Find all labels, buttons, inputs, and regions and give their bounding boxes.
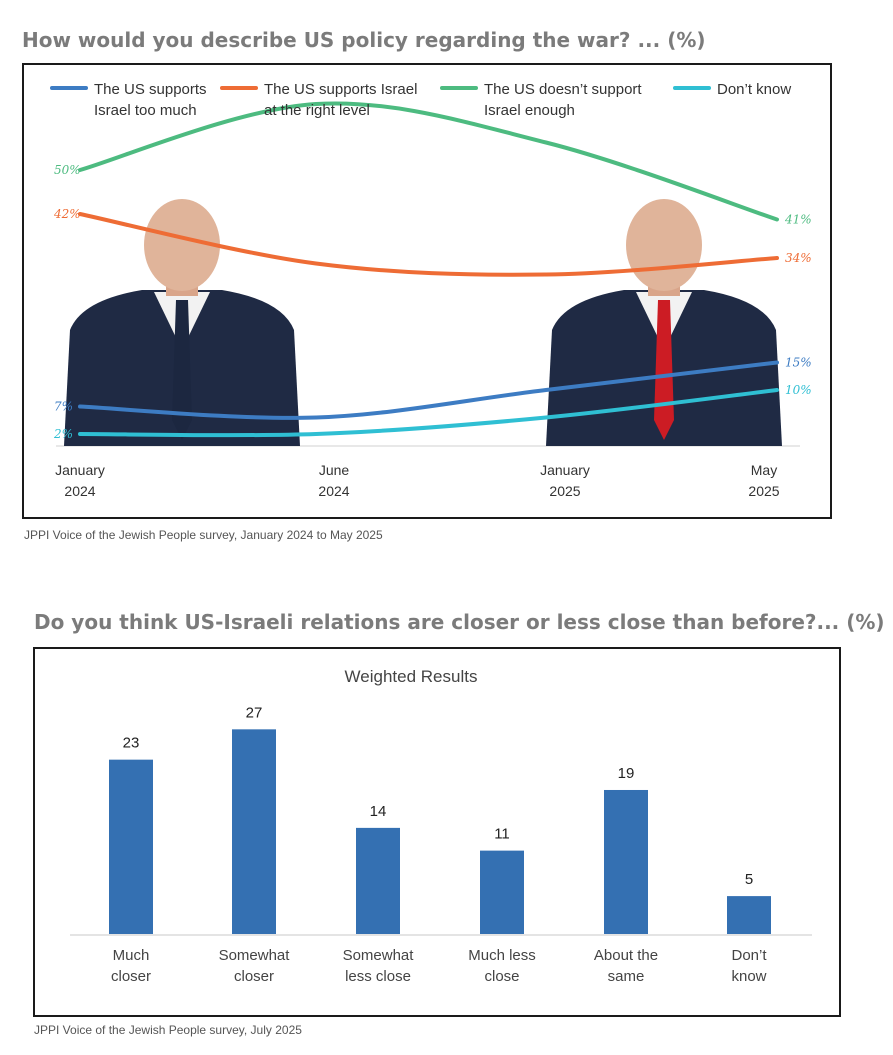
data-point-the-us-supports-israel-too-much-3 bbox=[775, 361, 779, 364]
category-label-2-1: less close bbox=[345, 968, 411, 985]
legend-label-don-t-know-0: Don’t know bbox=[717, 81, 791, 98]
start-label-the-us-supports-israel-too-much: 7% bbox=[54, 400, 73, 414]
category-label-5-1: know bbox=[731, 968, 766, 985]
category-label-3-0: Much less bbox=[468, 947, 536, 964]
start-label-don-t-know: 2% bbox=[53, 427, 73, 441]
end-label-don-t-know: 10% bbox=[785, 383, 812, 397]
series-line-the-us-doesn-t-support-israel-enough bbox=[78, 101, 779, 222]
data-point-the-us-supports-israel-too-much-2 bbox=[544, 388, 548, 392]
data-point-the-us-supports-israel-at-the-right-level-0 bbox=[78, 212, 82, 216]
series-line-the-us-supports-israel-at-the-right-level bbox=[78, 212, 779, 277]
bar-value-label-0: 23 bbox=[123, 735, 140, 752]
data-point-the-us-supports-israel-at-the-right-level-1 bbox=[314, 262, 318, 265]
chart1-source: JPPI Voice of the Jewish People survey, … bbox=[24, 528, 383, 542]
bar-5 bbox=[727, 896, 771, 934]
start-label-the-us-doesn-t-support-israel-enough: 50% bbox=[54, 163, 81, 177]
series-line-the-us-supports-israel-too-much bbox=[78, 360, 779, 420]
data-point-don-t-know-3 bbox=[775, 388, 779, 392]
chart2-source: JPPI Voice of the Jewish People survey, … bbox=[34, 1023, 302, 1037]
legend-label-the-us-supports-israel-at-the-right-level-0: The US supports Israel bbox=[264, 81, 417, 98]
data-point-don-t-know-0 bbox=[78, 432, 82, 436]
legend-label-the-us-doesn-t-support-israel-enough-1: Israel enough bbox=[484, 102, 575, 119]
chart2-title: Do you think US-Israeli relations are cl… bbox=[34, 610, 885, 634]
x-tick-label-0-0: January bbox=[55, 462, 105, 478]
data-point-the-us-supports-israel-at-the-right-level-2 bbox=[544, 273, 548, 276]
data-point-the-us-doesn-t-support-israel-enough-2 bbox=[544, 141, 548, 144]
data-point-don-t-know-2 bbox=[544, 416, 548, 419]
data-point-the-us-doesn-t-support-israel-enough-1 bbox=[314, 102, 318, 106]
category-label-1-1: closer bbox=[234, 968, 274, 985]
bar-4 bbox=[604, 789, 648, 934]
legend-label-the-us-doesn-t-support-israel-enough-0: The US doesn’t support bbox=[484, 81, 642, 98]
category-label-0-0: Much bbox=[113, 947, 150, 964]
data-point-the-us-doesn-t-support-israel-enough-0 bbox=[78, 168, 82, 172]
category-label-0-1: closer bbox=[111, 968, 151, 985]
x-tick-label-0-1: 2024 bbox=[64, 483, 95, 499]
x-tick-label-1-1: 2024 bbox=[318, 483, 349, 499]
start-label-the-us-supports-israel-at-the-right-level: 42% bbox=[53, 207, 81, 221]
category-label-4-1: same bbox=[608, 968, 645, 985]
data-point-the-us-supports-israel-at-the-right-level-3 bbox=[775, 256, 779, 260]
x-tick-label-3-1: 2025 bbox=[748, 483, 779, 499]
series-line-don-t-know bbox=[78, 388, 779, 438]
category-label-4-0: About the bbox=[594, 947, 658, 964]
bar-3 bbox=[480, 850, 524, 934]
end-label-the-us-supports-israel-too-much: 15% bbox=[785, 356, 812, 370]
x-tick-label-3-0: May bbox=[751, 462, 777, 478]
x-tick-label-2-1: 2025 bbox=[549, 483, 580, 499]
biden-portrait bbox=[64, 199, 300, 446]
bar-value-label-5: 5 bbox=[745, 871, 753, 888]
category-label-5-0: Don’t bbox=[731, 947, 767, 964]
end-label-the-us-doesn-t-support-israel-enough: 41% bbox=[784, 213, 812, 227]
data-point-the-us-supports-israel-too-much-0 bbox=[78, 405, 82, 408]
data-point-the-us-supports-israel-too-much-1 bbox=[314, 416, 318, 419]
bar-0 bbox=[109, 759, 153, 934]
bar-value-label-4: 19 bbox=[618, 765, 635, 782]
chart2-frame bbox=[33, 647, 841, 1017]
category-label-2-0: Somewhat bbox=[343, 947, 415, 964]
biden-portrait-tie bbox=[172, 300, 192, 440]
chart2-subtitle: Weighted Results bbox=[345, 667, 478, 686]
x-tick-label-1-0: June bbox=[319, 462, 350, 478]
bar-value-label-3: 11 bbox=[494, 826, 510, 843]
legend-label-the-us-supports-israel-too-much-0: The US supports bbox=[94, 81, 207, 98]
bar-1 bbox=[232, 729, 276, 934]
category-label-1-0: Somewhat bbox=[219, 947, 291, 964]
end-label-the-us-supports-israel-at-the-right-level: 34% bbox=[785, 251, 812, 265]
data-point-don-t-know-1 bbox=[314, 432, 318, 436]
x-tick-label-2-0: January bbox=[540, 462, 590, 478]
legend-label-the-us-supports-israel-at-the-right-level-1: at the right level bbox=[264, 102, 370, 119]
bar-2 bbox=[356, 827, 400, 934]
chart1-title: How would you describe US policy regardi… bbox=[22, 28, 706, 52]
legend-label-the-us-supports-israel-too-much-1: Israel too much bbox=[94, 102, 197, 119]
biden-portrait-face bbox=[144, 199, 220, 291]
data-point-the-us-doesn-t-support-israel-enough-3 bbox=[775, 218, 779, 221]
bar-value-label-2: 14 bbox=[370, 803, 387, 820]
category-label-3-1: close bbox=[484, 968, 519, 985]
bar-value-label-1: 27 bbox=[246, 704, 263, 721]
